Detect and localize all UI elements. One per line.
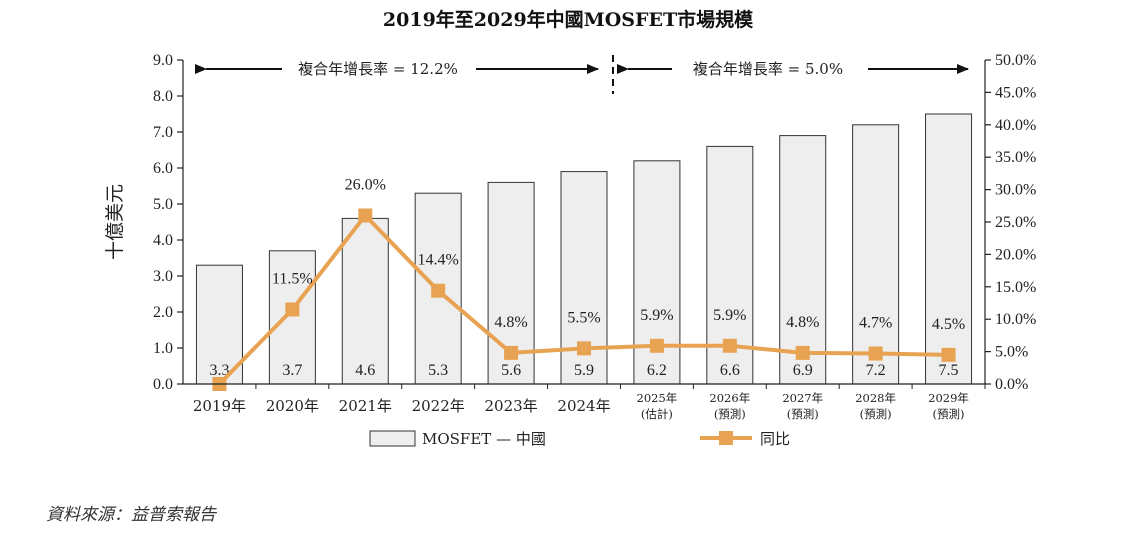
category-sublabel: (預測) [860, 407, 892, 421]
category-label: 2026年 [709, 391, 750, 405]
yoy-value-label: 4.7% [859, 315, 892, 332]
right-tick-label: 30.0% [995, 182, 1036, 199]
yoy-value-label: 4.5% [932, 316, 965, 333]
yoy-value-label: 14.4% [418, 252, 459, 269]
yoy-value-label: 4.8% [494, 314, 527, 331]
bar [195, 264, 243, 385]
yoy-point [285, 302, 300, 317]
x-axis-categories: 2019年 2020年 2021年 2022年 2023年 2024年 2025年 (估計) 2… [193, 384, 986, 421]
yoy-point [577, 341, 591, 356]
category-label: 2021年 [339, 397, 392, 415]
right-tick-label: 20.0% [995, 246, 1036, 263]
yoy-point [504, 345, 519, 360]
right-tick-label: 35.0% [995, 149, 1036, 166]
bar [852, 124, 900, 385]
left-tick-label: 0.0 [153, 376, 173, 393]
yoy-value-label: 5.5% [567, 309, 600, 326]
bar-value-label: 6.9 [793, 362, 813, 379]
cagr-label-1: 複合年增長率 = 12.2% [298, 60, 458, 78]
yoy-value-label: 4.8% [786, 314, 819, 331]
yoy-value-label: 5.9% [713, 307, 746, 324]
legend-bar-label: MOSFET — 中國 [422, 430, 546, 448]
right-tick-label: 25.0% [995, 214, 1036, 231]
category-label: 2028年 [855, 391, 896, 405]
bar-value-label: 5.9 [574, 362, 594, 379]
category-sublabel: (預測) [787, 407, 819, 421]
category-sublabel: (預測) [933, 407, 965, 421]
left-tick-label: 8.0 [153, 88, 173, 105]
yoy-point [868, 346, 883, 361]
bar [341, 217, 389, 385]
left-tick-label: 5.0 [153, 196, 173, 213]
yoy-point [722, 338, 737, 353]
bar-value-label: 5.6 [501, 362, 521, 379]
yoy-point [649, 338, 664, 353]
category-label: 2022年 [412, 397, 465, 415]
yoy-point [795, 345, 810, 360]
yoy-value-label: 26.0% [345, 177, 386, 194]
right-tick-label: 40.0% [995, 117, 1036, 134]
bar [925, 113, 973, 385]
left-axis: 0.0 1.0 2.0 3.0 4.0 5.0 6.0 7.0 8.0 9.0 [153, 52, 183, 393]
right-tick-label: 50.0% [995, 52, 1036, 69]
category-label: 2023年 [484, 397, 537, 415]
right-tick-label: 45.0% [995, 84, 1036, 101]
yoy-value-label: 11.5% [272, 270, 313, 287]
right-tick-label: 5.0% [995, 344, 1028, 361]
bar-value-label: 5.3 [428, 362, 448, 379]
bar [268, 250, 316, 385]
category-label: 2024年 [557, 397, 610, 415]
bar-value-label: 3.3 [209, 362, 229, 379]
bar-value-label: 7.2 [866, 362, 886, 379]
left-tick-label: 3.0 [153, 268, 173, 285]
chart-title: 2019年至2029年中國MOSFET市場規模 [383, 8, 754, 31]
yoy-point [941, 347, 956, 362]
left-tick-label: 1.0 [153, 340, 173, 357]
bar-value-label: 6.2 [647, 362, 667, 379]
left-tick-label: 9.0 [153, 52, 173, 69]
bar-value-label: 6.6 [720, 362, 740, 379]
category-sublabel: (估計) [641, 407, 673, 421]
yoy-point [431, 283, 446, 298]
cagr-label-2: 複合年增長率 = 5.0% [693, 60, 843, 78]
bar-value-label: 3.7 [282, 362, 302, 379]
left-tick-label: 4.0 [153, 232, 173, 249]
left-tick-label: 7.0 [153, 124, 173, 141]
category-sublabel: (預測) [714, 407, 746, 421]
yoy-value-label: 5.9% [640, 307, 673, 324]
yoy-point [358, 208, 373, 223]
right-tick-label: 15.0% [995, 279, 1036, 296]
source-note: 資料來源：益普索報告 [46, 505, 216, 525]
bar-value-label: 4.6 [355, 362, 375, 379]
category-label: 2020年 [266, 397, 319, 415]
category-label: 2025年 [637, 391, 678, 405]
left-tick-label: 6.0 [153, 160, 173, 177]
right-axis: 0.0% 5.0% 10.0% 15.0% 20.0% 25.0% 30.0% 35.0% 40… [985, 52, 1036, 393]
bar-value-label: 7.5 [939, 362, 959, 379]
legend-bar-swatch [369, 430, 416, 447]
y-axis-label: 十億美元 [104, 184, 126, 260]
category-label: 2027年 [782, 391, 823, 405]
yoy-line-series: 11.5% 26.0% 14.4% 4.8% 5.5% 5.9% 5.9% 4.8% 4.7% 4… [212, 177, 965, 391]
category-label: 2019年 [193, 397, 246, 415]
right-tick-label: 10.0% [995, 311, 1036, 328]
bar [779, 135, 827, 385]
right-tick-label: 0.0% [995, 376, 1028, 393]
legend-line-label: 同比 [760, 430, 790, 448]
left-tick-label: 2.0 [153, 304, 173, 321]
category-label: 2029年 [928, 391, 969, 405]
legend-line-marker [719, 431, 733, 445]
